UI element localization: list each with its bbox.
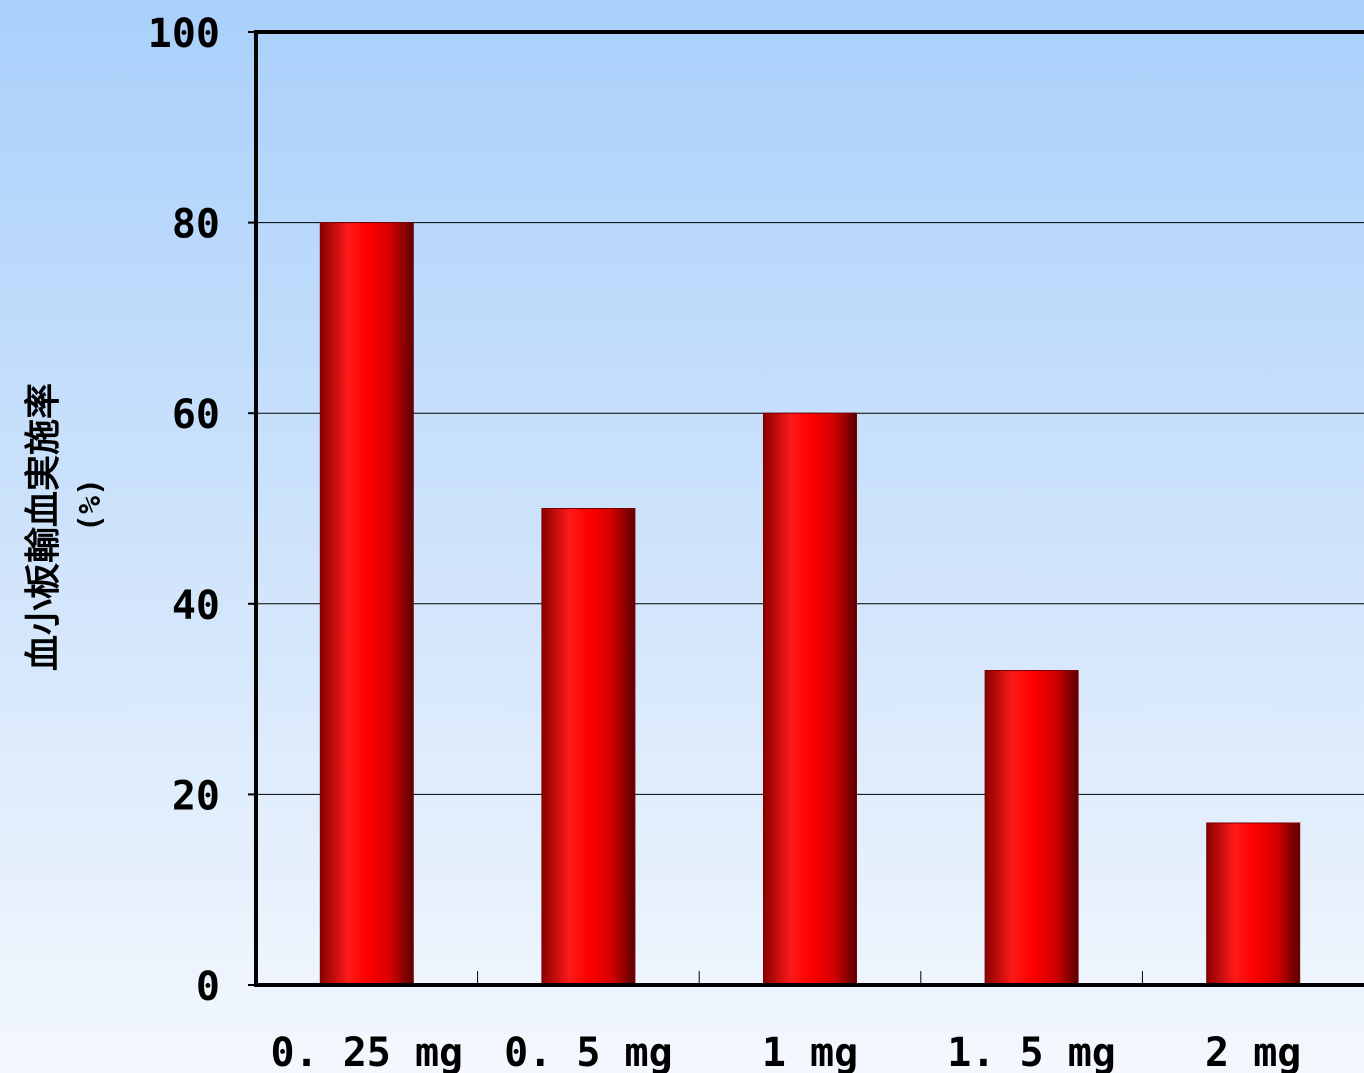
x-category-label: 0. 5 mg	[504, 1030, 673, 1073]
y-axis-unit: (%)	[73, 478, 108, 532]
y-tick-label: 100	[148, 11, 220, 57]
bar-0-25-mg	[319, 222, 414, 986]
y-tick-label: 60	[172, 392, 220, 438]
category-labels: 0. 25 mg 0. 5 mg 1 mg 1. 5 mg 2 mg	[270, 1030, 1301, 1073]
y-tick-label: 40	[172, 583, 220, 629]
x-category-label: 1 mg	[762, 1030, 858, 1073]
axes	[248, 30, 1364, 987]
bar-1-5-mg	[984, 670, 1079, 986]
bar-2-mg	[1206, 822, 1301, 986]
x-category-label: 2 mg	[1205, 1030, 1301, 1073]
y-tick-labels: 0 20 40 60 80 100	[148, 11, 220, 1010]
bar-1-mg	[763, 412, 857, 986]
y-tick-label: 0	[196, 964, 220, 1010]
y-axis-title-group: 血小板輸血実施率 (%)	[23, 383, 108, 671]
y-tick-label: 20	[172, 773, 220, 819]
x-category-label: 0. 25 mg	[270, 1030, 463, 1073]
bars	[319, 222, 1301, 986]
y-axis-title: 血小板輸血実施率	[23, 383, 64, 671]
bar-0-5-mg	[541, 508, 636, 986]
x-category-label: 1. 5 mg	[947, 1030, 1116, 1073]
y-tick-label: 80	[172, 202, 220, 248]
